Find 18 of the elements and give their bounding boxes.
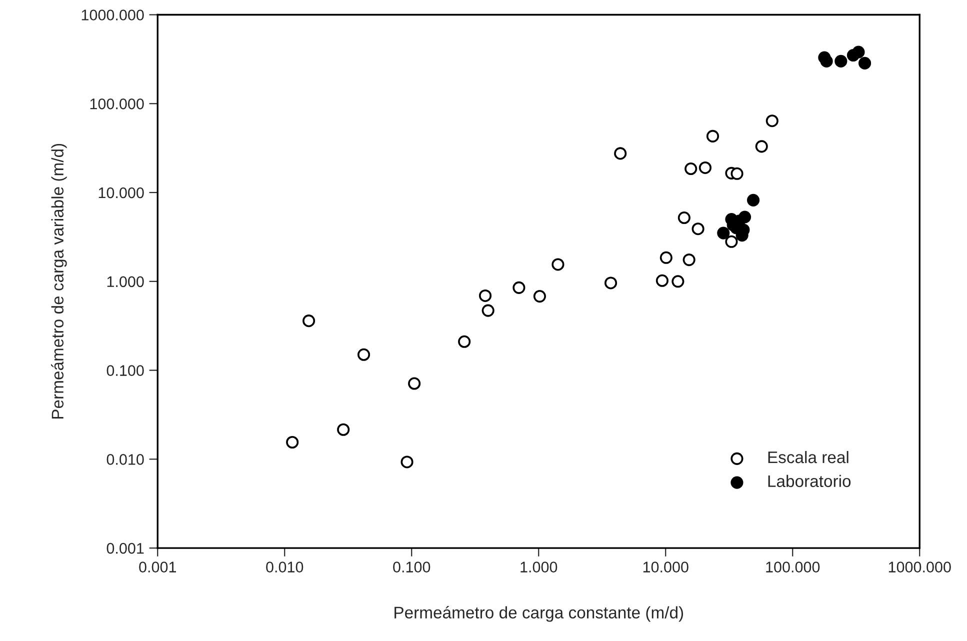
x-tick-label: 1.000 — [520, 562, 558, 572]
y-tick-label: 0.100 — [106, 365, 144, 376]
y-tick-label: 10.000 — [98, 187, 144, 198]
y-tick-label: 100.000 — [90, 98, 144, 110]
y-axis-title: Permeámetro de carga variable (m/d) — [51, 144, 67, 418]
x-tick-label: 1000.000 — [888, 562, 951, 572]
x-tick-label: 0.100 — [393, 562, 430, 572]
y-tick-label: 1.000 — [107, 276, 144, 288]
x-tick-label: 10.000 — [643, 562, 688, 572]
y-tick-label: 0.010 — [106, 454, 144, 465]
x-tick-label: 0.001 — [139, 562, 176, 572]
y-tick-label: 0.001 — [106, 542, 144, 554]
legend-label: Laboratorio — [768, 474, 851, 488]
x-tick-label: 100.000 — [766, 562, 820, 572]
x-axis-title: Permeámetro de carga constante (m/d) — [394, 606, 684, 622]
x-tick-label: 0.010 — [266, 562, 304, 572]
y-tick-label: 1000.000 — [82, 10, 144, 20]
legend-label: Escala real — [768, 450, 848, 464]
